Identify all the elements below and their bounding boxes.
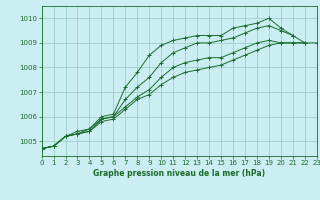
X-axis label: Graphe pression niveau de la mer (hPa): Graphe pression niveau de la mer (hPa) [93, 169, 265, 178]
